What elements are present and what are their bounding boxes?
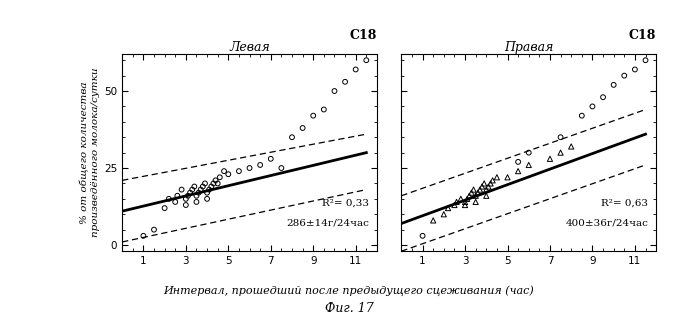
Point: [195, 187, 207, 192]
Point: [417, 233, 428, 238]
Text: Интервал, прошедший после предыдущего сцеживания (час): Интервал, прошедший после предыдущего сц…: [163, 286, 535, 296]
Title: Правая: Правая: [504, 41, 554, 54]
Point: [483, 184, 494, 189]
Point: [459, 203, 470, 208]
Point: [451, 199, 462, 204]
Point: [587, 104, 598, 109]
Point: [176, 187, 187, 192]
Point: [188, 184, 200, 189]
Point: [502, 175, 513, 180]
Point: [233, 169, 244, 174]
Point: [524, 150, 535, 155]
Point: [204, 187, 215, 192]
Point: [244, 165, 255, 170]
Point: [361, 58, 372, 63]
Point: [479, 181, 490, 186]
Point: [308, 113, 319, 118]
Point: [640, 58, 651, 63]
Point: [191, 199, 202, 204]
Text: C18: C18: [350, 29, 377, 42]
Point: [472, 190, 483, 195]
Point: [138, 233, 149, 238]
Text: Фиг. 17: Фиг. 17: [325, 302, 373, 315]
Text: C18: C18: [629, 29, 656, 42]
Text: 286±14г/24час: 286±14г/24час: [286, 218, 369, 228]
Point: [459, 199, 470, 204]
Point: [630, 67, 641, 72]
Point: [223, 172, 234, 177]
Point: [485, 181, 496, 186]
Point: [577, 113, 588, 118]
Point: [276, 165, 287, 170]
Point: [265, 156, 276, 161]
Point: [470, 193, 481, 198]
Point: [443, 205, 454, 211]
Point: [180, 196, 191, 201]
Point: [339, 79, 350, 84]
Point: [491, 175, 503, 180]
Point: [191, 193, 202, 198]
Point: [428, 218, 439, 223]
Point: [555, 150, 566, 155]
Point: [470, 199, 481, 204]
Point: [149, 227, 160, 232]
Text: 400±36г/24час: 400±36г/24час: [565, 218, 648, 228]
Point: [608, 82, 619, 87]
Point: [214, 175, 225, 180]
Point: [468, 187, 479, 192]
Point: [170, 199, 181, 204]
Point: [512, 169, 524, 174]
Point: [182, 193, 193, 198]
Point: [208, 181, 219, 186]
Text: R²= 0,63: R²= 0,63: [602, 199, 648, 208]
Y-axis label: % от общего количества
произведённого молока/сутки: % от общего количества произведённого мо…: [80, 68, 100, 238]
Point: [159, 205, 170, 211]
Point: [286, 135, 297, 140]
Point: [184, 190, 195, 195]
Point: [481, 187, 492, 192]
Point: [475, 187, 486, 192]
Point: [618, 73, 630, 78]
Point: [512, 159, 524, 164]
Point: [477, 184, 488, 189]
Point: [565, 144, 577, 149]
Point: [198, 184, 209, 189]
Point: [255, 162, 266, 168]
Point: [202, 190, 213, 195]
Point: [297, 125, 309, 130]
Point: [481, 193, 492, 198]
Point: [555, 135, 566, 140]
Point: [318, 107, 329, 112]
Point: [186, 187, 198, 192]
Point: [461, 196, 473, 201]
Point: [163, 196, 174, 201]
Point: [463, 193, 475, 198]
Point: [218, 169, 230, 174]
Point: [180, 203, 191, 208]
Text: R²= 0,33: R²= 0,33: [322, 199, 369, 208]
Point: [200, 181, 211, 186]
Title: Левая: Левая: [229, 41, 270, 54]
Point: [350, 67, 362, 72]
Point: [206, 184, 217, 189]
Point: [210, 178, 221, 183]
Point: [212, 181, 223, 186]
Point: [449, 203, 460, 208]
Point: [329, 88, 340, 93]
Point: [466, 190, 477, 195]
Point: [193, 190, 205, 195]
Point: [487, 178, 498, 183]
Point: [524, 162, 535, 168]
Point: [455, 196, 466, 201]
Point: [544, 156, 556, 161]
Point: [438, 212, 450, 217]
Point: [172, 193, 183, 198]
Point: [202, 196, 213, 201]
Point: [597, 95, 609, 100]
